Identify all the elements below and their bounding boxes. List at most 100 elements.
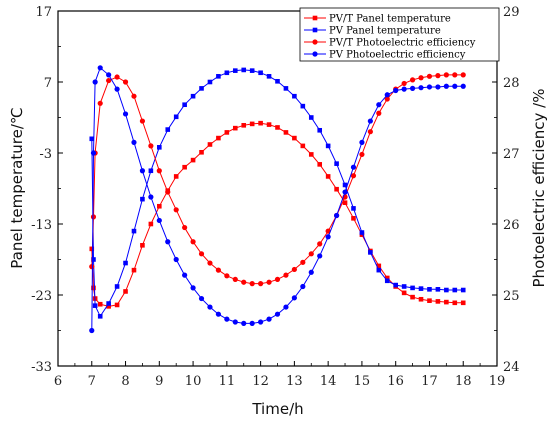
- x-tick-label: 19: [489, 374, 506, 389]
- y-left-tick-label: -33: [31, 360, 52, 375]
- data-point: [114, 74, 120, 80]
- series-layer: [89, 65, 466, 334]
- data-point: [216, 74, 221, 79]
- legend-label: PV/T Panel temperature: [329, 14, 451, 25]
- data-point: [106, 301, 111, 306]
- data-point: [384, 278, 390, 284]
- data-point: [258, 281, 264, 287]
- tick-layer: 6 7 8 9 10 11 12 13 14 15 16 17 18 19 -33 -23 -13 -3 7 17 24…: [31, 5, 519, 389]
- data-point: [249, 281, 255, 287]
- data-point: [418, 75, 424, 81]
- data-point: [165, 189, 171, 195]
- data-point: [292, 135, 297, 141]
- data-point: [207, 304, 213, 310]
- data-point: [342, 189, 348, 195]
- data-point: [376, 263, 382, 269]
- data-point: [351, 206, 356, 211]
- legend-swatch-marker: [312, 51, 318, 57]
- data-point: [300, 259, 306, 265]
- data-point: [249, 320, 255, 326]
- data-point: [114, 284, 120, 289]
- data-point: [342, 182, 348, 188]
- data-point: [224, 130, 230, 135]
- data-point: [283, 86, 289, 91]
- legend-label: PV Photoelectric efficiency: [329, 50, 466, 61]
- data-point: [140, 243, 145, 248]
- y-right-tick-label: 26: [503, 218, 520, 233]
- legend-swatch-marker: [312, 15, 318, 21]
- data-point: [426, 73, 433, 79]
- x-tick-label: 15: [354, 374, 371, 389]
- y-left-tick-label: -23: [31, 289, 52, 304]
- data-point: [207, 142, 213, 147]
- data-point: [106, 77, 112, 84]
- data-point: [157, 145, 162, 150]
- data-point: [460, 287, 466, 293]
- y-axis-right-title: Photoelectric efficiency /%: [530, 89, 548, 288]
- data-point: [97, 314, 103, 319]
- data-point: [91, 285, 96, 291]
- data-point: [401, 80, 407, 87]
- data-point: [249, 121, 255, 127]
- data-point: [342, 200, 348, 205]
- data-point: [173, 207, 179, 213]
- series-line: [91, 74, 464, 285]
- data-point: [275, 125, 280, 130]
- data-point: [190, 285, 196, 291]
- data-point: [148, 168, 154, 174]
- data-point: [283, 130, 289, 135]
- x-tick-label: 18: [455, 374, 472, 389]
- data-point: [182, 164, 187, 170]
- data-point: [122, 79, 129, 85]
- data-point: [131, 267, 137, 273]
- data-point: [427, 298, 432, 303]
- data-point: [393, 282, 398, 288]
- data-point: [140, 196, 145, 202]
- data-point: [182, 272, 188, 278]
- data-point: [165, 239, 171, 245]
- data-point: [199, 149, 204, 155]
- data-point: [291, 266, 297, 273]
- series-4: [89, 65, 466, 334]
- legend-swatch-marker: [312, 27, 318, 33]
- data-point: [351, 216, 356, 221]
- data-point: [435, 73, 441, 79]
- data-point: [241, 123, 247, 128]
- data-point: [232, 276, 238, 282]
- data-point: [317, 162, 323, 167]
- data-point: [334, 161, 339, 166]
- x-tick-label: 16: [387, 374, 404, 389]
- x-tick-label: 14: [320, 374, 337, 389]
- data-point: [266, 316, 272, 322]
- data-point: [274, 276, 281, 282]
- data-point: [90, 150, 97, 156]
- data-point: [376, 110, 382, 116]
- data-point: [139, 118, 146, 124]
- data-point: [460, 300, 466, 306]
- data-point: [452, 300, 458, 306]
- data-point: [401, 86, 407, 92]
- data-point: [317, 127, 323, 133]
- data-point: [224, 70, 230, 76]
- data-point: [300, 283, 306, 290]
- data-point: [232, 68, 238, 73]
- data-point: [123, 260, 128, 266]
- data-point: [216, 135, 221, 141]
- data-point: [131, 139, 137, 145]
- data-point: [207, 260, 213, 266]
- data-point: [308, 269, 314, 275]
- y-right-tick-label: 27: [503, 147, 520, 162]
- data-point: [190, 157, 196, 163]
- data-point: [89, 327, 95, 334]
- y-right-tick-label: 29: [503, 5, 520, 20]
- y-left-tick-label: 7: [44, 76, 52, 91]
- data-point: [452, 287, 458, 293]
- legend-label: PV Panel temperature: [329, 26, 441, 37]
- y-left-tick-label: 17: [35, 5, 52, 20]
- data-point: [350, 164, 357, 170]
- data-point: [367, 129, 373, 135]
- data-point: [350, 173, 357, 179]
- data-point: [300, 143, 306, 149]
- data-point: [198, 251, 205, 257]
